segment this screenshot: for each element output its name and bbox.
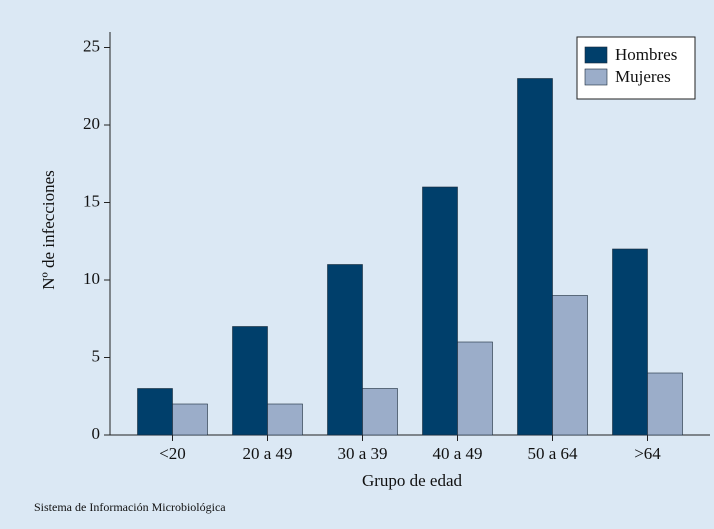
y-tick-label: 5 (92, 346, 101, 365)
bar (457, 341, 493, 436)
bar (422, 186, 458, 436)
x-tick-label: >64 (634, 444, 661, 463)
legend-label: Mujeres (615, 67, 671, 86)
bar (517, 78, 553, 436)
legend-box (576, 36, 696, 100)
bar (327, 264, 363, 436)
y-tick-label: 15 (83, 191, 100, 210)
bar (612, 248, 648, 436)
y-axis-label: Nº de infecciones (39, 170, 58, 290)
bar (647, 372, 683, 436)
source: Sistema de Información Microbiológica (34, 500, 226, 514)
x-tick-label: 30 a 39 (337, 444, 387, 463)
y-tick-label: 20 (83, 114, 100, 133)
x-axis-label: Grupo de edad (362, 471, 463, 490)
bar (137, 388, 173, 436)
bar (172, 403, 208, 436)
x-tick-label: <20 (159, 444, 186, 463)
x-tick-label: 20 a 49 (242, 444, 292, 463)
legend-swatch (584, 68, 608, 86)
bar (267, 403, 303, 436)
bar (362, 388, 398, 436)
legend-swatch (584, 46, 608, 64)
legend-label: Hombres (615, 45, 677, 64)
bar (232, 326, 268, 436)
x-tick-label: 40 a 49 (432, 444, 482, 463)
y-tick-label: 10 (83, 269, 100, 288)
bar (552, 295, 588, 436)
y-tick-label: 25 (83, 36, 100, 55)
x-tick-label: 50 a 64 (527, 444, 578, 463)
y-tick-label: 0 (92, 424, 101, 443)
